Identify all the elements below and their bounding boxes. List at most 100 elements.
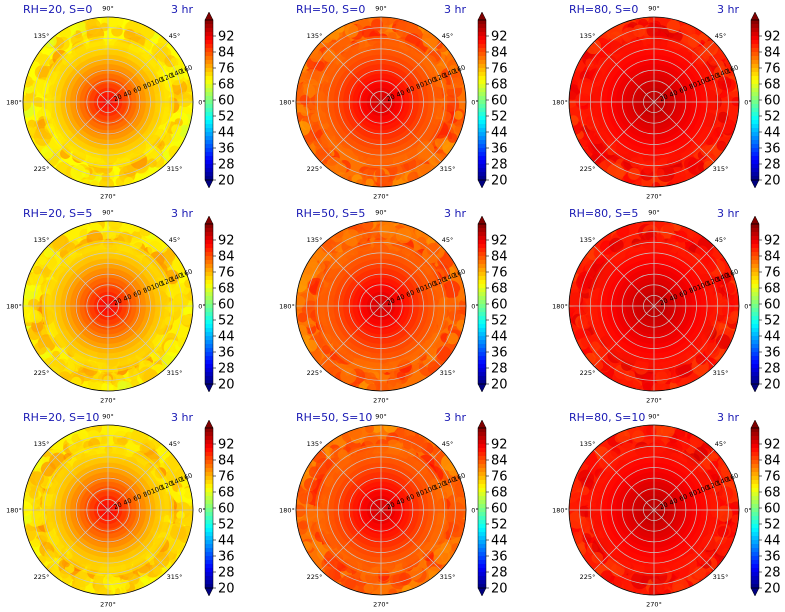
colorbar-tick-label: 44 bbox=[491, 330, 508, 345]
field-cell bbox=[49, 561, 59, 571]
colorbar-segment bbox=[205, 284, 213, 289]
colorbar-segment bbox=[478, 372, 486, 377]
colorbar-segment bbox=[205, 144, 213, 149]
colorbar-segment bbox=[205, 64, 213, 69]
colorbar-segment bbox=[751, 372, 759, 377]
angle-tick-label: 0° bbox=[198, 303, 205, 311]
angle-tick-label: 90° bbox=[102, 413, 114, 421]
colorbar-segment bbox=[751, 268, 759, 273]
colorbar-segment bbox=[751, 332, 759, 337]
colorbar-segment bbox=[205, 224, 213, 229]
angle-tick-label: 315° bbox=[440, 369, 456, 377]
colorbar-segment bbox=[751, 440, 759, 445]
colorbar-segment bbox=[751, 308, 759, 313]
angle-tick-label: 180° bbox=[552, 507, 568, 515]
angle-tick-label: 0° bbox=[471, 99, 478, 107]
radial-tick-label: 40 bbox=[122, 89, 133, 100]
colorbar-segment bbox=[478, 380, 486, 385]
field-cell bbox=[344, 24, 359, 38]
colorbar-tick-label: 92 bbox=[218, 438, 235, 453]
field-cell bbox=[569, 104, 579, 119]
colorbar-segment bbox=[205, 492, 213, 497]
colorbar-segment bbox=[205, 292, 213, 297]
colorbar-segment bbox=[751, 24, 759, 29]
colorbar-segment bbox=[478, 84, 486, 89]
colorbar-segment bbox=[478, 560, 486, 565]
angle-tick-label: 270° bbox=[646, 193, 662, 201]
colorbar-tick-label: 20 bbox=[218, 378, 235, 393]
angle-tick-label: 0° bbox=[471, 303, 478, 311]
field-cell bbox=[115, 176, 127, 187]
colorbar-tick-label: 84 bbox=[218, 46, 235, 61]
field-cell bbox=[41, 146, 54, 159]
colorbar-segment bbox=[478, 336, 486, 341]
colorbar-tick-label: 60 bbox=[218, 502, 235, 517]
colorbar-segment bbox=[478, 532, 486, 537]
colorbar-segment bbox=[205, 248, 213, 253]
angle-tick-label: 0° bbox=[198, 507, 205, 515]
colorbar-segment bbox=[478, 540, 486, 545]
colorbar-tick-label: 52 bbox=[491, 110, 508, 125]
colorbar-segment bbox=[205, 472, 213, 477]
colorbar-segment bbox=[478, 32, 486, 37]
colorbar-segment bbox=[751, 164, 759, 169]
colorbar-segment bbox=[751, 104, 759, 109]
colorbar-segment bbox=[478, 364, 486, 369]
colorbar-segment bbox=[751, 168, 759, 173]
angle-tick-label: 270° bbox=[100, 601, 116, 609]
field-cell bbox=[687, 34, 701, 48]
polar-panel: 0°45°90°135°180°225°270°315°20 40 60 801001… bbox=[6, 411, 234, 609]
colorbar-tick-label: 20 bbox=[491, 582, 508, 597]
colorbar-extend-max bbox=[750, 215, 760, 225]
colorbar-segment bbox=[205, 160, 213, 165]
angle-tick-label: 45° bbox=[169, 236, 181, 244]
angle-tick-label: 315° bbox=[167, 369, 183, 377]
colorbar-tick-label: 76 bbox=[218, 470, 235, 485]
colorbar-segment bbox=[751, 568, 759, 573]
colorbar-segment bbox=[478, 428, 486, 433]
colorbar-tick-label: 36 bbox=[218, 142, 235, 157]
angular-grid-line bbox=[593, 41, 655, 103]
field-cell bbox=[683, 157, 698, 171]
field-cell bbox=[169, 65, 185, 81]
colorbar-segment bbox=[478, 176, 486, 181]
colorbar-segment bbox=[205, 444, 213, 449]
panel-title: RH=50, S=0 bbox=[296, 3, 365, 16]
panel-title: RH=80, S=0 bbox=[569, 3, 638, 16]
colorbar-tick-label: 52 bbox=[491, 518, 508, 533]
colorbar-segment bbox=[205, 260, 213, 265]
colorbar-segment bbox=[205, 484, 213, 489]
colorbar-segment bbox=[478, 564, 486, 569]
colorbar-tick-label: 36 bbox=[491, 346, 508, 361]
field-cell bbox=[90, 180, 99, 187]
field-cell bbox=[128, 573, 140, 585]
colorbar-segment bbox=[205, 264, 213, 269]
colorbar-segment bbox=[751, 172, 759, 177]
panel-time-label: 3 hr bbox=[444, 411, 466, 424]
colorbar-segment bbox=[751, 492, 759, 497]
colorbar-extend-max bbox=[750, 11, 760, 21]
colorbar-tick-label: 20 bbox=[764, 378, 781, 393]
colorbar-segment bbox=[751, 432, 759, 437]
colorbar-tick-label: 28 bbox=[218, 566, 235, 581]
field-cell bbox=[625, 379, 642, 391]
colorbar-segment bbox=[205, 40, 213, 45]
angle-tick-label: 135° bbox=[580, 440, 596, 448]
panel-title: RH=80, S=10 bbox=[569, 411, 645, 424]
colorbar-tick-label: 44 bbox=[764, 534, 781, 549]
colorbar-segment bbox=[478, 292, 486, 297]
colorbar-segment bbox=[751, 444, 759, 449]
colorbar-segment bbox=[751, 468, 759, 473]
colorbar-tick-label: 92 bbox=[764, 234, 781, 249]
field-cell bbox=[85, 18, 102, 35]
colorbar-segment bbox=[478, 144, 486, 149]
colorbar-tick-label: 84 bbox=[491, 250, 508, 265]
field-cell bbox=[296, 324, 308, 339]
colorbar-segment bbox=[478, 284, 486, 289]
angle-tick-label: 45° bbox=[715, 32, 727, 40]
colorbar-segment bbox=[478, 496, 486, 501]
colorbar-tick-label: 84 bbox=[491, 46, 508, 61]
colorbar-segment bbox=[205, 140, 213, 145]
colorbar-segment bbox=[478, 516, 486, 521]
